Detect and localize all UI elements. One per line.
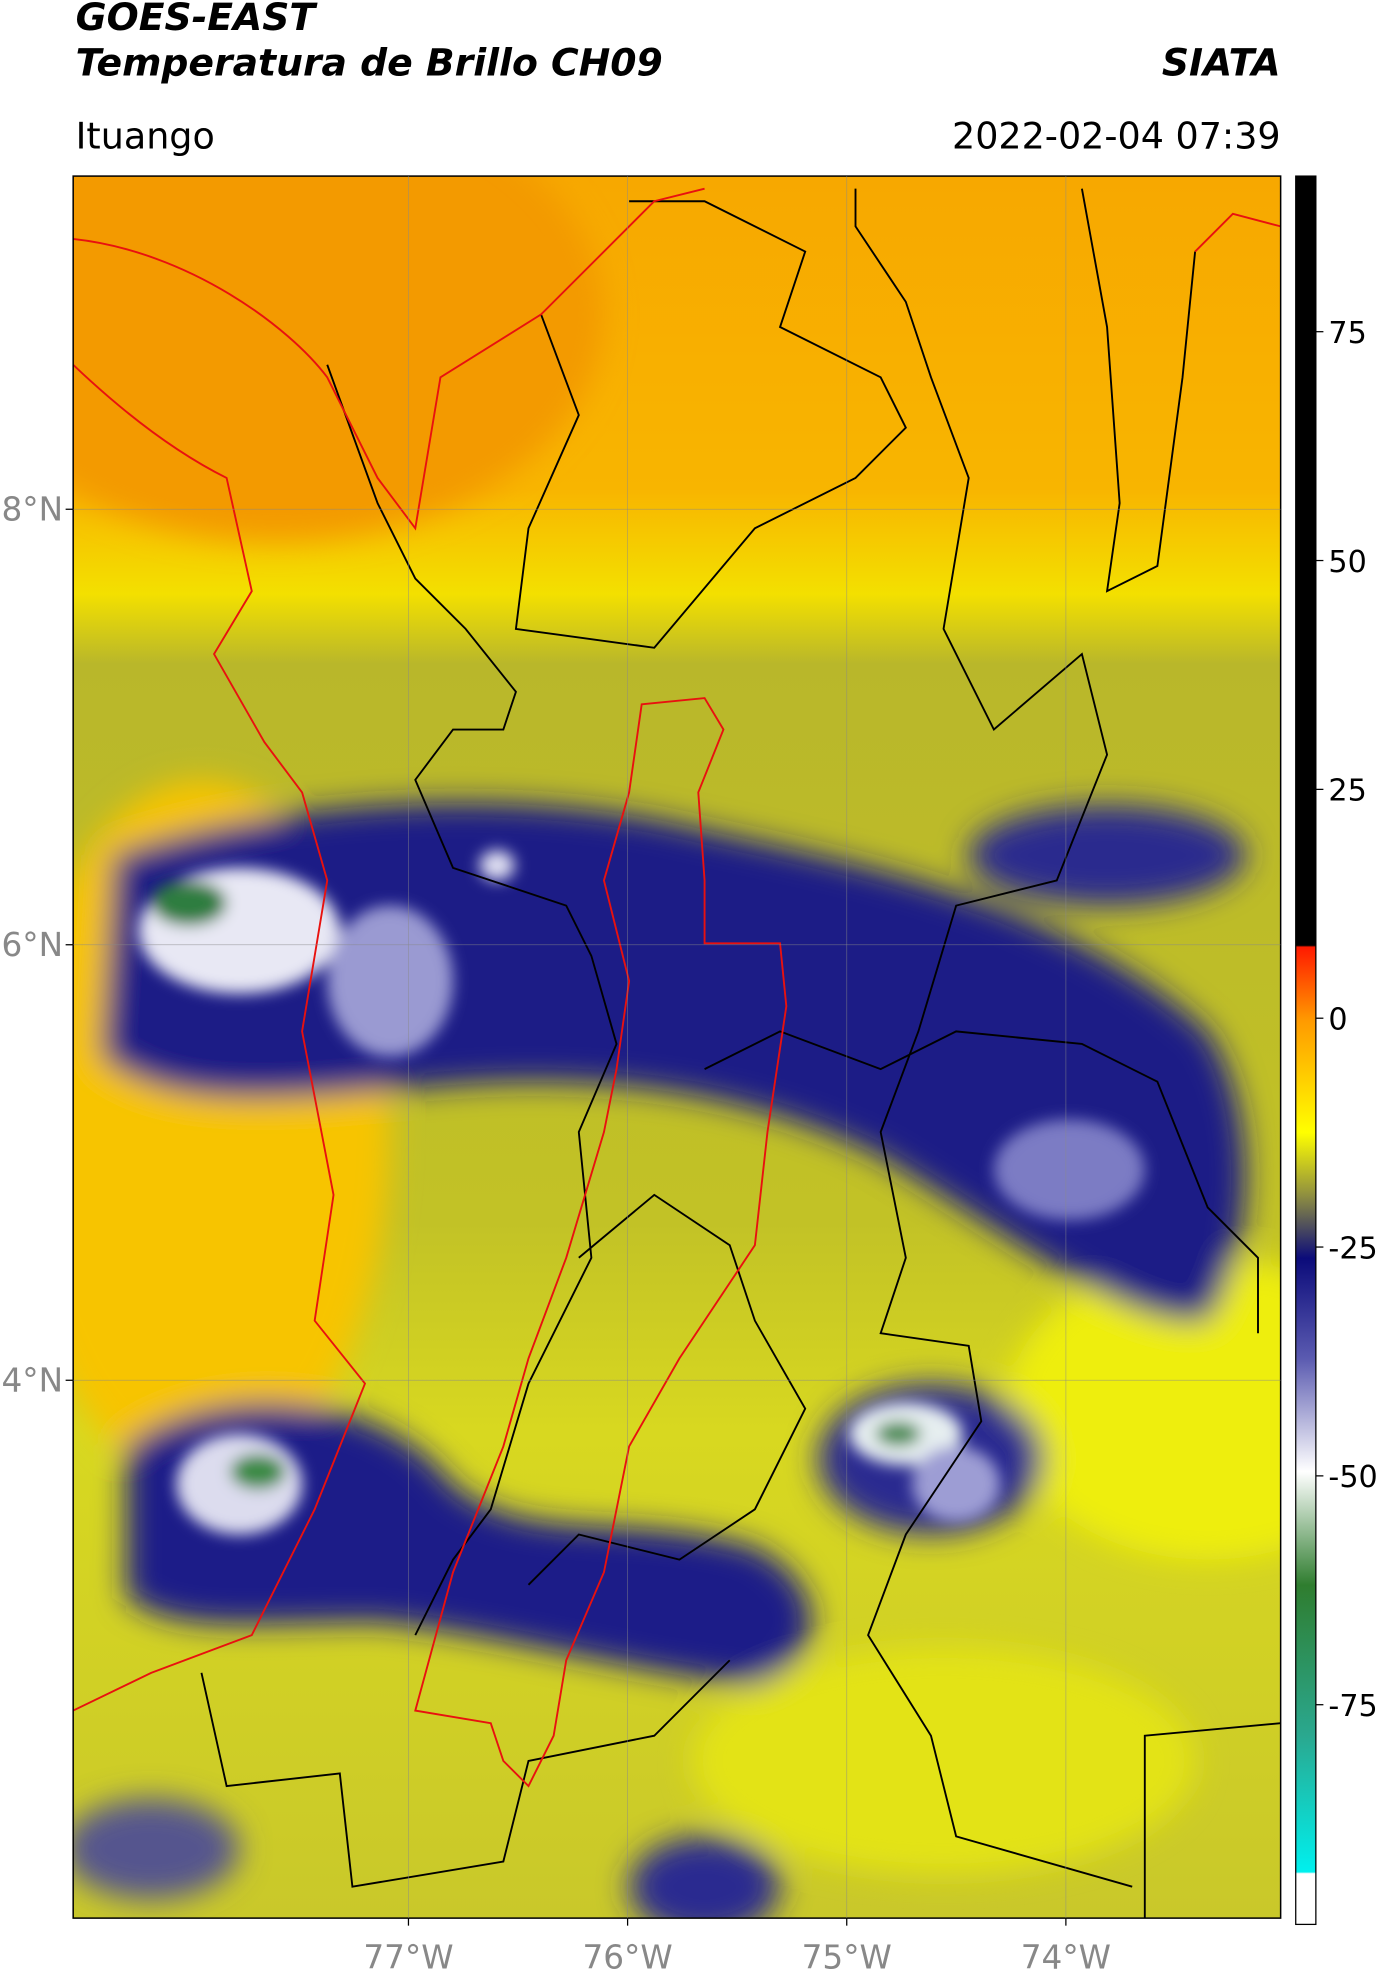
map-frame — [72, 175, 1282, 1919]
location: Ituango — [76, 114, 215, 157]
colorbar — [1295, 175, 1317, 1926]
colorbar-tick-label: -75 — [1328, 1689, 1377, 1724]
colorbar-tick-label: 50 — [1328, 545, 1366, 580]
source: SIATA — [1162, 40, 1281, 84]
y-tick-label: 4°N — [2, 1362, 64, 1400]
colorbar-tick-label: -50 — [1328, 1460, 1377, 1495]
title: GOES-EAST — [76, 0, 319, 39]
datetime: 2022-02-04 07:39 — [952, 114, 1281, 157]
x-tick-label: 77°W — [363, 1938, 453, 1976]
x-tick-label: 75°W — [802, 1938, 892, 1976]
colorbar-tick-label: 25 — [1328, 774, 1366, 809]
colorbar-tick-label: 75 — [1328, 316, 1366, 351]
y-tick-label: 6°N — [2, 926, 64, 964]
colorbar-tick-label: 0 — [1328, 1003, 1347, 1038]
map-image — [73, 176, 1281, 1919]
colorbar-tick-label: -25 — [1328, 1231, 1377, 1266]
x-tick-label: 74°W — [1021, 1938, 1111, 1976]
axes: 77°W 76°W 75°W 74°W 8°N 6°N 4°N 75 50 25 0 -25 -50 -7… — [2, 176, 1378, 1976]
x-tick-label: 76°W — [582, 1938, 672, 1976]
y-tick-label: 8°N — [2, 491, 64, 529]
subtitle: Temperatura de Brillo CH09 — [76, 40, 663, 84]
